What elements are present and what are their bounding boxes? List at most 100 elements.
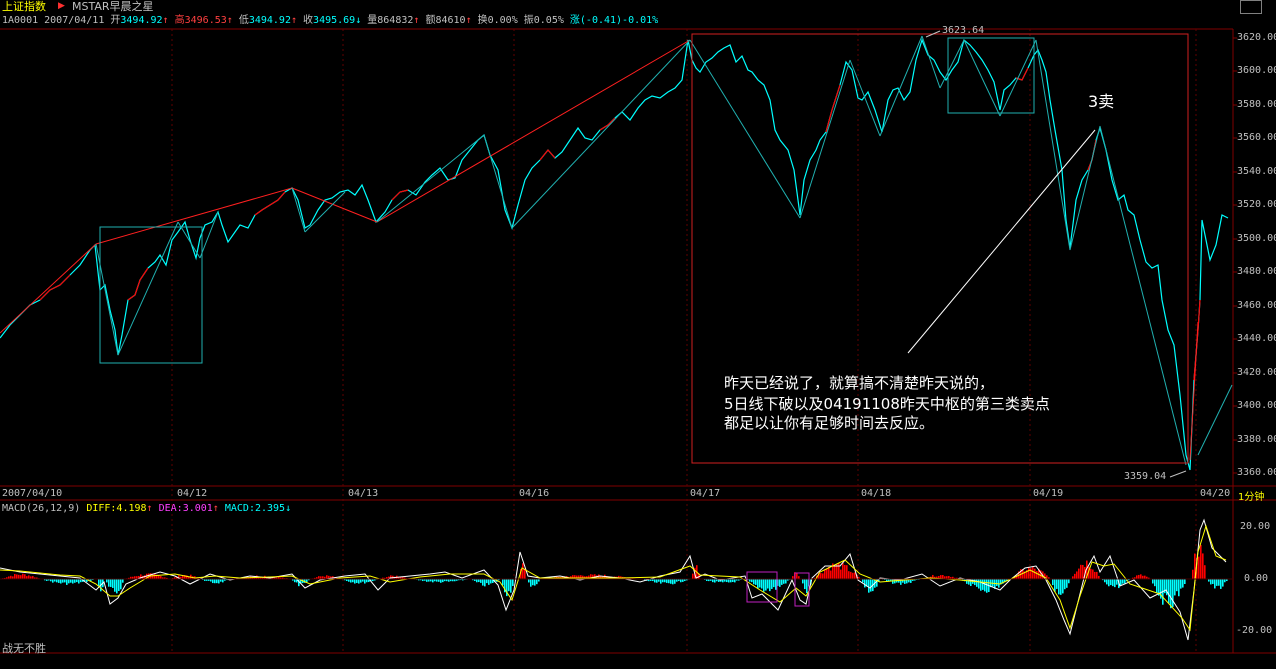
macd-bar bbox=[866, 579, 868, 587]
macd-bar bbox=[1068, 579, 1070, 584]
macd-bar bbox=[714, 579, 716, 583]
macd-bar bbox=[728, 579, 730, 583]
macd-bar bbox=[888, 579, 890, 582]
macd-bar bbox=[134, 576, 136, 579]
macd-y-tick: 20.00 bbox=[1240, 521, 1271, 532]
high-label: 高 bbox=[174, 15, 185, 26]
macd-bar bbox=[734, 579, 736, 583]
macd-bar bbox=[1168, 579, 1170, 604]
macd-bar bbox=[654, 579, 656, 583]
macd-bar bbox=[1102, 579, 1104, 581]
macd-bar bbox=[490, 579, 492, 584]
macd-bar bbox=[46, 579, 48, 581]
macd-diff-line bbox=[0, 518, 1227, 641]
macd-bar bbox=[1096, 571, 1098, 579]
macd-bar bbox=[1140, 574, 1142, 579]
macd-bar bbox=[834, 566, 836, 579]
macd-bar bbox=[974, 579, 976, 586]
macd-bar bbox=[448, 579, 450, 582]
close-label: 收 bbox=[303, 15, 314, 26]
window-control-icon[interactable] bbox=[1240, 0, 1262, 14]
macd-bar bbox=[840, 569, 842, 579]
y-tick: 3400.00 bbox=[1237, 400, 1276, 411]
y-tick: 3520.00 bbox=[1237, 199, 1276, 210]
macd-bar bbox=[418, 579, 420, 581]
macd-bar bbox=[138, 575, 140, 579]
macd-bar bbox=[498, 579, 500, 581]
macd-bar bbox=[1098, 575, 1100, 579]
macd-bar bbox=[672, 579, 674, 585]
timeframe-label[interactable]: 1分钟 bbox=[1238, 492, 1265, 503]
macd-bar bbox=[458, 579, 460, 581]
macd-bar bbox=[738, 579, 740, 581]
macd-bar bbox=[1122, 579, 1124, 584]
macd-bar bbox=[785, 579, 787, 584]
macd-bar bbox=[572, 575, 574, 579]
macd-bar bbox=[666, 579, 668, 583]
amount-value: 84610 bbox=[435, 15, 466, 26]
macd-bar bbox=[28, 575, 30, 579]
macd-bar bbox=[826, 568, 828, 579]
macd-bar bbox=[1148, 577, 1150, 579]
macd-bar bbox=[122, 579, 124, 583]
macd-bar bbox=[1174, 579, 1176, 596]
macd-bar bbox=[508, 579, 510, 592]
macd-label: MACD: bbox=[224, 503, 255, 514]
macd-bar bbox=[767, 579, 769, 589]
macd-bar bbox=[944, 576, 946, 579]
macd-bar bbox=[668, 579, 670, 584]
macd-bar bbox=[478, 579, 480, 583]
macd-bar bbox=[320, 576, 322, 579]
macd-bar bbox=[510, 579, 512, 593]
macd-bar bbox=[900, 579, 902, 585]
macd-bar bbox=[274, 576, 276, 579]
macd-bar bbox=[781, 579, 783, 585]
macd-bar bbox=[1112, 579, 1114, 587]
macd-bar bbox=[292, 579, 294, 581]
macd-bar bbox=[1200, 544, 1202, 579]
index-title[interactable]: 上证指数 bbox=[2, 0, 46, 13]
macd-bar bbox=[90, 579, 92, 581]
macd-bar bbox=[484, 579, 486, 587]
macd-bar bbox=[836, 563, 838, 579]
annotation-line-2: 5日线下破以及04191108昨天中枢的第三类卖点 bbox=[724, 395, 1050, 413]
macd-bar bbox=[428, 579, 430, 582]
macd-bar bbox=[596, 575, 598, 579]
annotation-line-3: 都足以让你有足够时间去反应。 bbox=[724, 414, 935, 432]
macd-bar bbox=[832, 563, 834, 579]
macd-bar bbox=[1164, 579, 1166, 594]
x-tick: 04/17 bbox=[690, 488, 721, 499]
macd-bar bbox=[536, 579, 538, 585]
play-arrow-icon[interactable]: ▶ bbox=[58, 1, 65, 11]
macd-bar bbox=[224, 579, 226, 581]
macd-bar bbox=[852, 572, 854, 579]
macd-bar bbox=[1136, 575, 1138, 579]
macd-bar bbox=[890, 579, 892, 582]
turnover-value: 0.00% bbox=[487, 15, 518, 26]
macd-bar bbox=[164, 577, 166, 579]
pivot-box-1 bbox=[99, 226, 203, 364]
macd-bar bbox=[674, 579, 676, 584]
macd-bar bbox=[8, 576, 10, 579]
macd-bar bbox=[684, 579, 686, 582]
macd-bar bbox=[32, 576, 34, 579]
pivot-box-large bbox=[691, 33, 1189, 464]
macd-bar bbox=[886, 579, 888, 582]
macd-bar bbox=[60, 579, 62, 584]
trend-lines-red bbox=[0, 39, 1199, 461]
change-value: (-0.41)-0.01% bbox=[579, 15, 659, 26]
macd-bar bbox=[306, 579, 308, 583]
macd-bar bbox=[112, 579, 114, 588]
macd-bar bbox=[176, 577, 178, 579]
macd-bar bbox=[398, 576, 400, 579]
macd-bar bbox=[324, 576, 326, 579]
macd-bar bbox=[1220, 579, 1222, 589]
macd-bar bbox=[884, 579, 886, 581]
macd-bar bbox=[628, 577, 630, 579]
macd-bar bbox=[1024, 571, 1026, 579]
macd-bar bbox=[422, 579, 424, 582]
x-tick: 04/12 bbox=[177, 488, 208, 499]
macd-bar bbox=[486, 579, 488, 584]
macd-bar bbox=[796, 572, 798, 579]
